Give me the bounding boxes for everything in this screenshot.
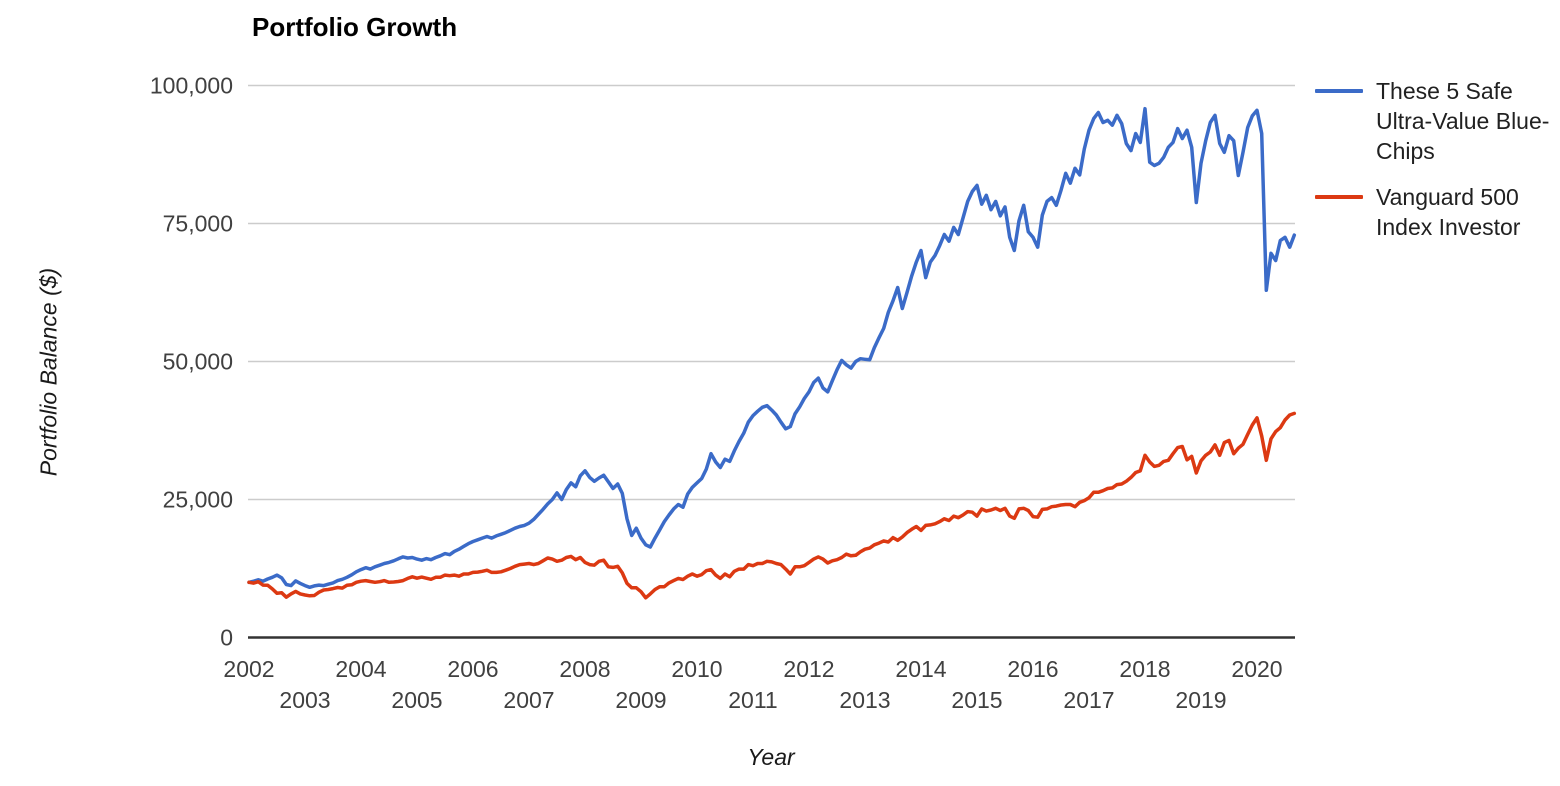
- x-tick-label: 2009: [615, 687, 666, 713]
- x-tick-label: 2005: [391, 687, 442, 713]
- x-axis-title: Year: [747, 744, 795, 770]
- legend-label-line: Ultra-Value Blue-: [1376, 108, 1550, 134]
- y-tick-label: 25,000: [163, 487, 233, 513]
- x-tick-label: 2018: [1119, 656, 1170, 682]
- y-tick-label: 75,000: [163, 211, 233, 237]
- x-tick-label: 2019: [1175, 687, 1226, 713]
- legend-label-line: Chips: [1376, 138, 1435, 164]
- x-tick-label: 2007: [503, 687, 554, 713]
- x-tick-label: 2012: [783, 656, 834, 682]
- chart-legend: These 5 Safe Ultra-Value Blue- Chips Vangua…: [1315, 76, 1555, 258]
- legend-label-line: These 5 Safe: [1376, 78, 1513, 104]
- legend-line-swatch: [1315, 89, 1363, 93]
- x-tick-label: 2008: [559, 656, 610, 682]
- x-tick-label: 2020: [1231, 656, 1282, 682]
- legend-label-line: Index Investor: [1376, 214, 1521, 240]
- legend-line-swatch: [1315, 195, 1363, 199]
- series-line-blue-chips[interactable]: [247, 106, 1297, 590]
- x-tick-label: 2002: [223, 656, 274, 682]
- x-tick-label: 2011: [728, 687, 777, 713]
- x-tick-label: 2003: [279, 687, 330, 713]
- legend-item: Vanguard 500 Index Investor: [1315, 182, 1555, 242]
- x-tick-label: 2006: [447, 656, 498, 682]
- x-tick-label: 2016: [1007, 656, 1058, 682]
- legend-label: Vanguard 500 Index Investor: [1376, 182, 1520, 242]
- x-tick-label: 2015: [951, 687, 1002, 713]
- x-tick-label: 2013: [839, 687, 890, 713]
- series-line-vanguard-500[interactable]: [247, 411, 1297, 600]
- y-tick-label: 0: [220, 625, 233, 651]
- chart-title: Portfolio Growth: [252, 12, 458, 42]
- x-tick-label: 2017: [1063, 687, 1114, 713]
- x-tick-label: 2010: [671, 656, 722, 682]
- x-tick-label: 2004: [335, 656, 386, 682]
- y-tick-label: 50,000: [163, 349, 233, 375]
- legend-label: These 5 Safe Ultra-Value Blue- Chips: [1376, 76, 1549, 166]
- legend-label-line: Vanguard 500: [1376, 184, 1519, 210]
- x-tick-label: 2014: [895, 656, 946, 682]
- y-tick-label: 100,000: [150, 73, 233, 99]
- legend-item: These 5 Safe Ultra-Value Blue- Chips: [1315, 76, 1555, 166]
